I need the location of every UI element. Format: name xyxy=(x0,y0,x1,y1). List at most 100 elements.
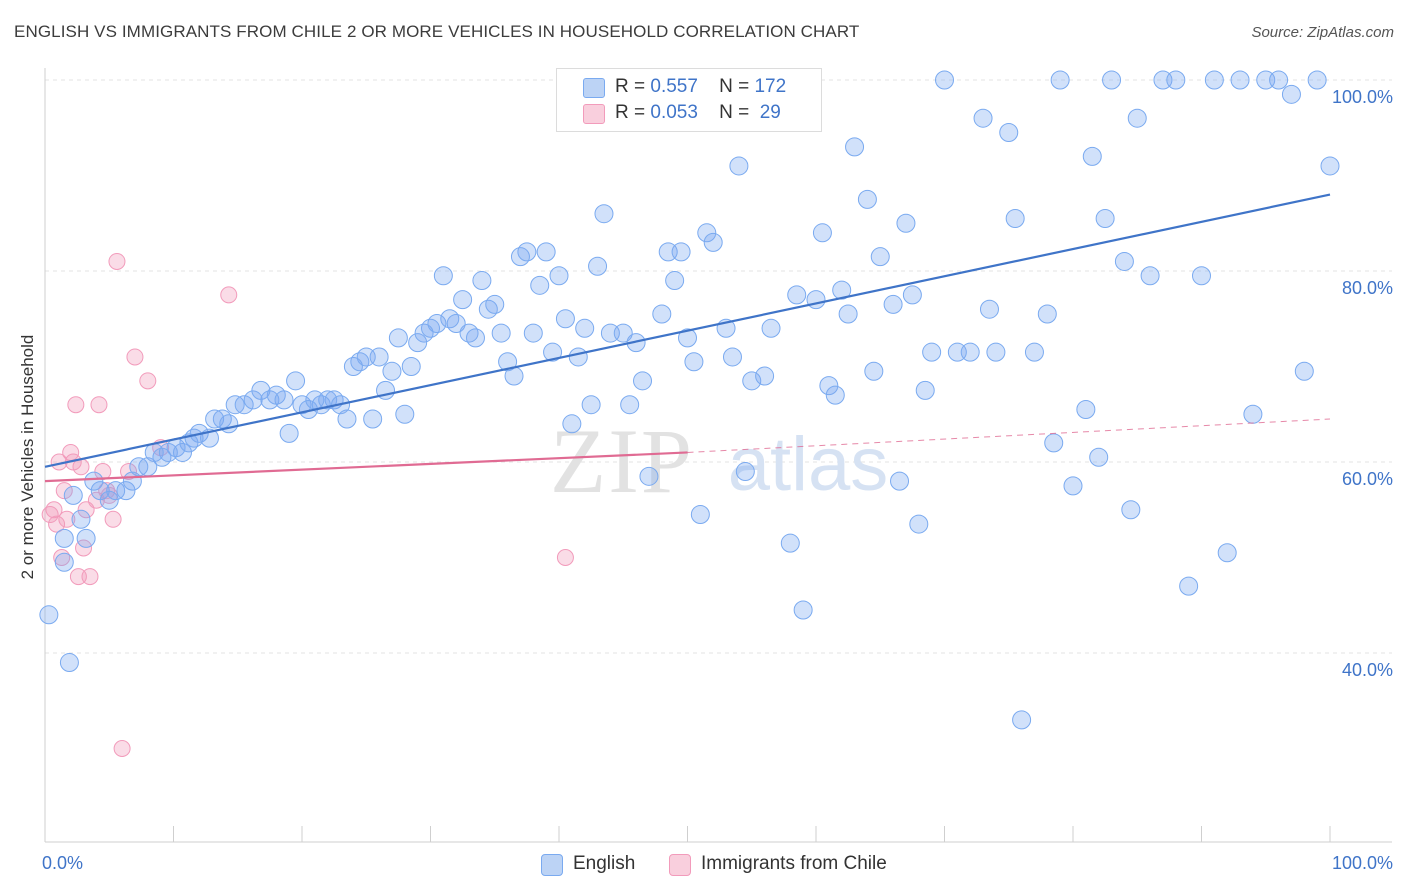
chile-point xyxy=(139,372,157,390)
english-point xyxy=(465,328,485,348)
english-point xyxy=(819,376,839,396)
grid-lines xyxy=(45,79,1392,654)
english-point xyxy=(588,256,608,276)
english-point xyxy=(71,509,91,529)
english-point xyxy=(337,409,357,429)
english-point xyxy=(318,390,338,410)
english-point xyxy=(54,528,74,548)
chile-point xyxy=(55,482,73,500)
y-tick-label: 80.0% xyxy=(1342,278,1393,298)
english-point xyxy=(1063,476,1083,496)
series-english xyxy=(39,70,1340,730)
english-point xyxy=(39,605,59,625)
legend-n-value-chile: 29 xyxy=(754,102,781,123)
english-point xyxy=(1320,156,1340,176)
english-point xyxy=(1082,146,1102,166)
english-point xyxy=(639,466,659,486)
english-point xyxy=(1166,70,1186,90)
chile-point xyxy=(81,568,99,586)
english-point xyxy=(825,385,845,405)
english-point xyxy=(1012,710,1032,730)
english-point xyxy=(1192,266,1211,286)
english-point xyxy=(1307,70,1327,90)
axes xyxy=(44,68,1392,843)
english-point xyxy=(684,352,704,372)
bottom-legend-swatch-chile xyxy=(669,854,691,876)
english-point xyxy=(633,371,653,391)
chile-point xyxy=(113,740,131,757)
chile-point xyxy=(69,568,87,586)
english-point xyxy=(234,395,254,415)
english-point xyxy=(838,304,858,324)
y-tick-label: 40.0% xyxy=(1342,660,1393,680)
english-point xyxy=(793,600,813,620)
english-point xyxy=(1044,433,1064,453)
english-point xyxy=(59,653,79,673)
english-point xyxy=(498,352,518,372)
bottom-legend-label-english: English xyxy=(573,853,636,874)
series-chile xyxy=(41,252,574,757)
english-point xyxy=(761,318,781,338)
chile-point xyxy=(48,515,66,533)
english-point xyxy=(568,347,588,367)
chile-point xyxy=(104,510,122,528)
english-point xyxy=(722,347,742,367)
english-point xyxy=(172,442,192,462)
x-tick-label-min: 0.0% xyxy=(42,853,83,873)
y-tick-label: 60.0% xyxy=(1342,469,1393,489)
english-point xyxy=(665,271,685,291)
source-label: Source: ZipAtlas.com xyxy=(1251,24,1394,41)
english-point xyxy=(581,395,601,415)
english-point xyxy=(286,371,306,391)
legend-r-label: R = xyxy=(615,76,646,97)
english-point xyxy=(433,266,453,286)
english-point xyxy=(1114,251,1134,271)
english-point xyxy=(896,213,916,233)
english-point xyxy=(116,481,136,501)
english-point xyxy=(935,70,954,90)
english-point xyxy=(690,505,710,525)
english-point xyxy=(395,404,415,424)
english-point xyxy=(806,290,826,310)
english-point xyxy=(915,380,935,400)
english-point xyxy=(922,342,942,362)
watermark: ZIP atlas xyxy=(550,410,888,512)
bottom-legend-swatch-english xyxy=(541,854,563,876)
english-point xyxy=(388,328,408,348)
chile-point xyxy=(67,396,85,414)
y-axis-label: 2 or more Vehicles in Household xyxy=(18,334,37,580)
english-point xyxy=(703,232,723,252)
english-point xyxy=(401,357,421,376)
english-point xyxy=(446,314,466,334)
y-tick-label: 100.0% xyxy=(1332,87,1393,107)
english-point xyxy=(678,328,697,348)
english-point xyxy=(1281,84,1301,104)
english-point xyxy=(485,294,505,314)
english-point xyxy=(1294,361,1314,381)
chile-point xyxy=(90,396,108,414)
legend-n-label: N = xyxy=(719,76,750,97)
english-point xyxy=(1179,576,1199,596)
chile-point xyxy=(108,252,126,270)
english-point xyxy=(1076,399,1096,419)
english-point xyxy=(530,275,550,295)
english-point xyxy=(369,347,389,367)
legend-r-value-chile: 0.053 xyxy=(650,102,698,123)
english-point xyxy=(812,223,832,243)
english-point xyxy=(1243,404,1263,424)
english-point xyxy=(279,423,299,443)
watermark-atlas: atlas xyxy=(728,422,889,507)
english-point xyxy=(999,123,1019,143)
english-point xyxy=(1024,342,1044,362)
english-point xyxy=(1089,447,1109,467)
english-point xyxy=(870,247,890,267)
chart-title: ENGLISH VS IMMIGRANTS FROM CHILE 2 OR MO… xyxy=(14,22,860,41)
english-point xyxy=(890,471,910,491)
legend-n-label: N = xyxy=(719,102,750,123)
english-point xyxy=(555,309,575,329)
trend-lines xyxy=(44,193,1331,483)
legend-swatch-chile xyxy=(583,104,605,124)
english-point xyxy=(594,204,614,224)
english-point xyxy=(845,137,865,157)
